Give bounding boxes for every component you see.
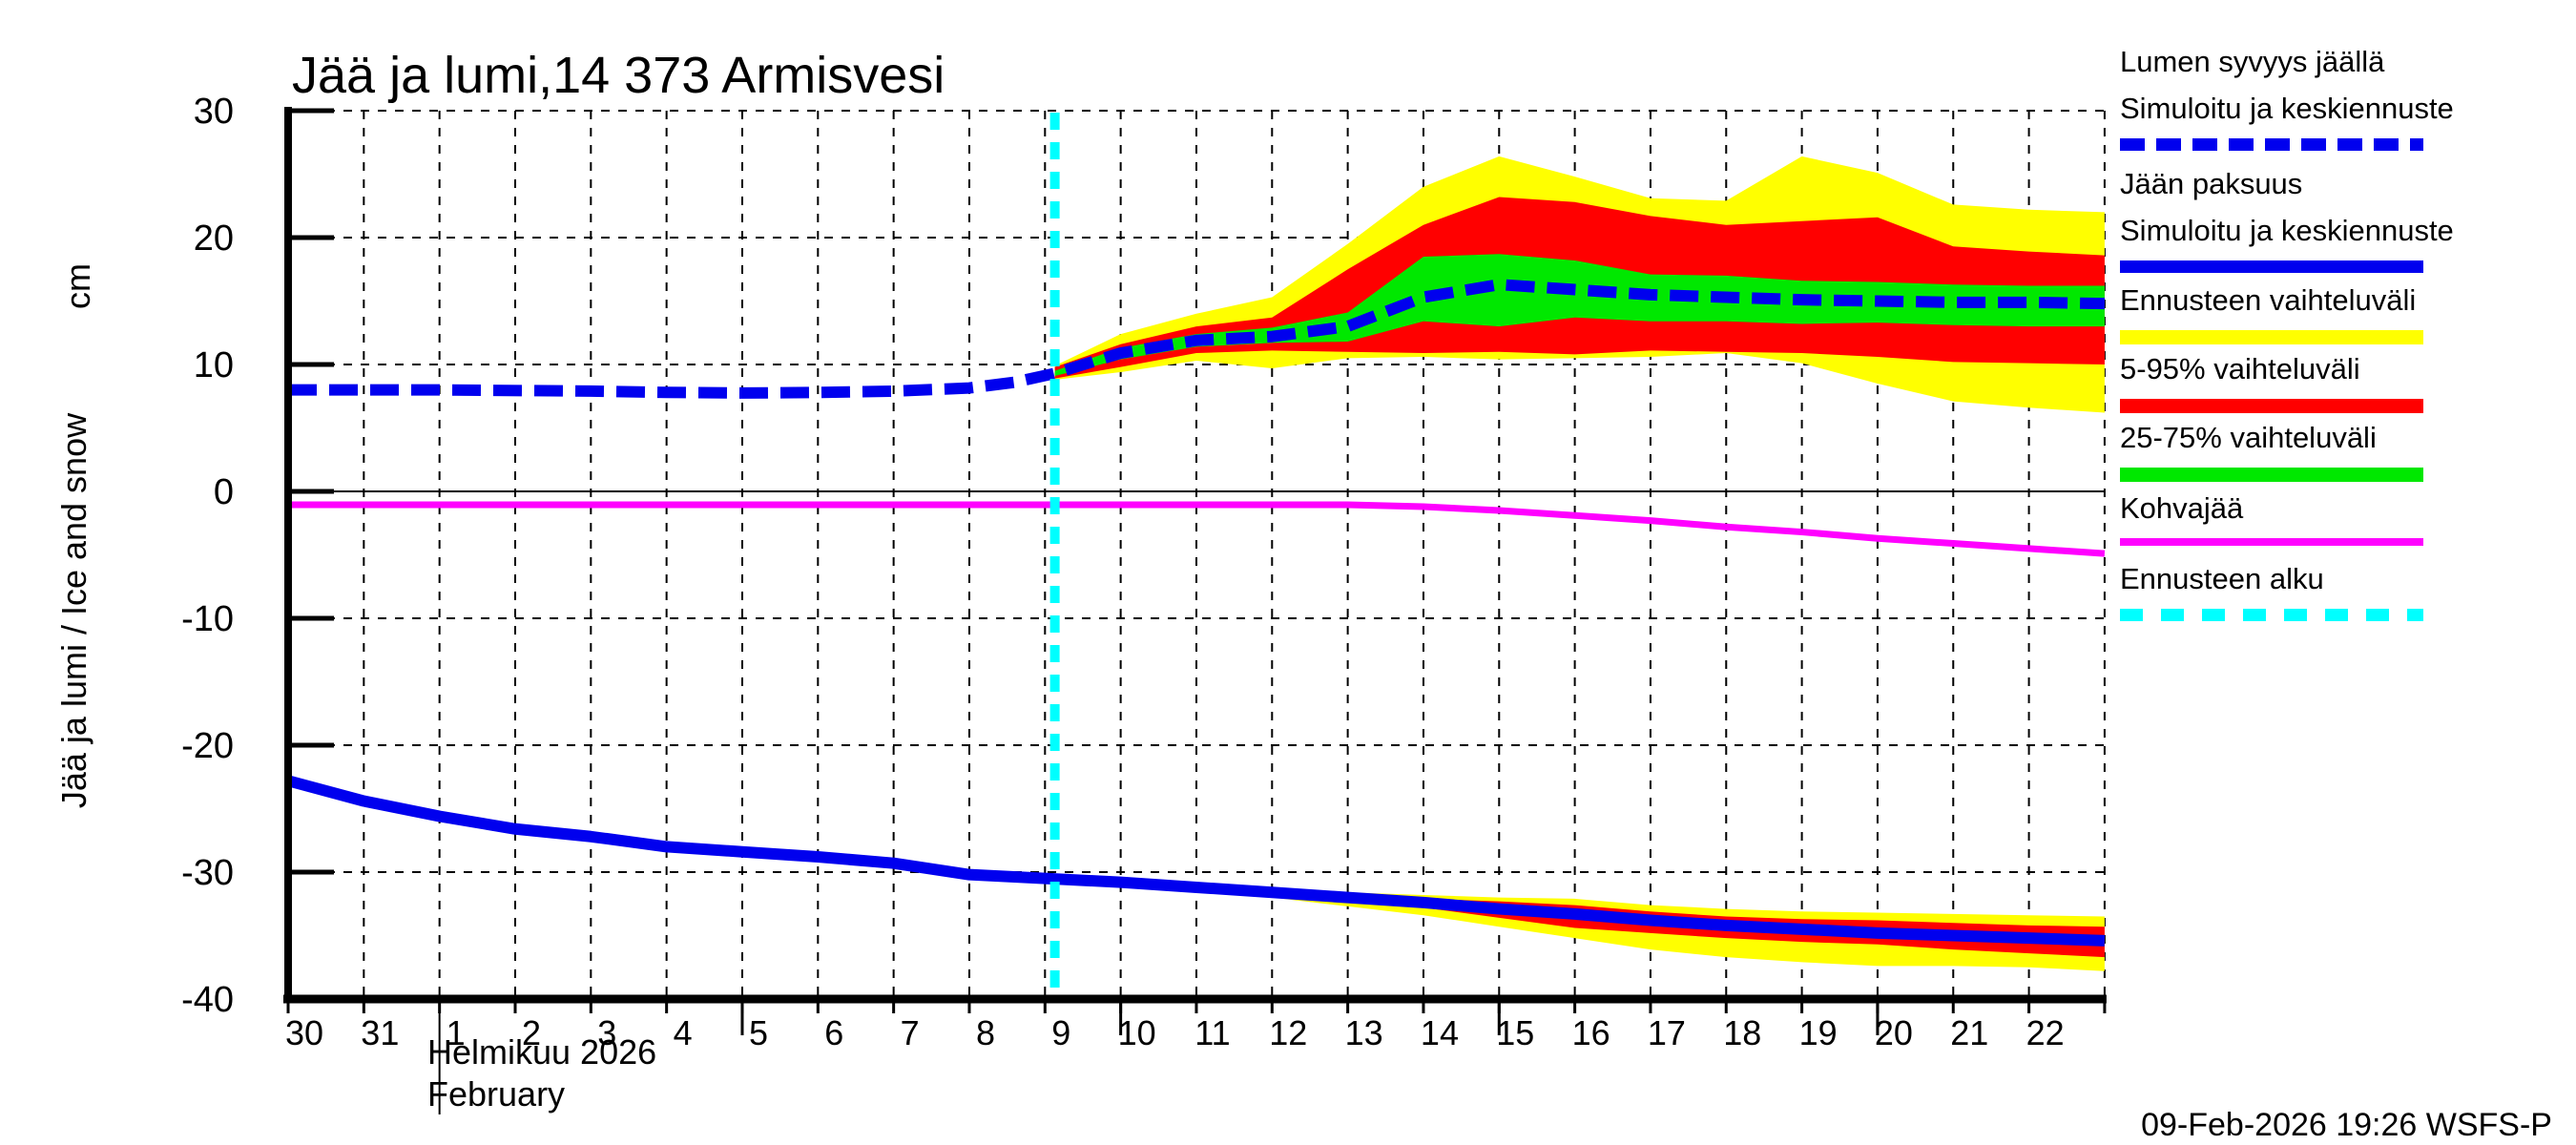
legend-label: 25-75% vaihteluväli <box>2120 421 2377 454</box>
legend-entry-forecast-start: Ennusteen alku <box>2120 555 2423 621</box>
x-tick-label-6: 6 <box>824 1013 843 1052</box>
x-tick-label-14: 14 <box>1421 1013 1459 1052</box>
legend-label: Simuloitu ja keskiennuste <box>2120 214 2454 247</box>
legend-sample-bar-yellow <box>2120 330 2423 344</box>
legend-label: Lumen syvyys jäällä <box>2120 45 2385 78</box>
y-axis-unit: cm <box>58 263 97 309</box>
x-tick-label-19: 19 <box>1799 1013 1838 1052</box>
y-tick-label--10: -10 <box>181 599 234 639</box>
y-tick-label-30: 30 <box>194 92 234 132</box>
x-tick-label-10: 10 <box>1118 1013 1156 1052</box>
x-tick-label-21: 21 <box>1950 1013 1988 1052</box>
x-tick-label-3: 3 <box>597 1013 616 1052</box>
x-axis-month-label-fi: Helmikuu 2026 <box>427 1032 657 1072</box>
legend-label: Ennusteen vaihteluväli <box>2120 283 2417 317</box>
legend-entry-snow-depth-simulated: Lumen syvyys jäällä Simuloitu ja keskienn… <box>2120 38 2454 151</box>
legend-label: Simuloitu ja keskiennuste <box>2120 92 2454 125</box>
y-tick-label--20: -20 <box>181 726 234 766</box>
x-tick-label-11: 11 <box>1195 1013 1230 1052</box>
x-tick-label-17: 17 <box>1648 1013 1686 1052</box>
legend-label: Ennusteen alku <box>2120 562 2324 595</box>
legend-entry-range-25-75: 25-75% vaihteluväli <box>2120 414 2423 482</box>
legend-sample-dashed-blue <box>2120 138 2423 151</box>
legend-sample-bar-red <box>2120 399 2423 413</box>
legend-sample-bar-green <box>2120 468 2423 482</box>
x-tick-label-2: 2 <box>522 1013 541 1052</box>
y-tick-label-0: 0 <box>214 472 234 512</box>
y-tick-label-10: 10 <box>194 345 234 385</box>
snow-band-25-75 <box>1054 254 2105 376</box>
legend-entry-frazil-ice: Kohvajää <box>2120 485 2423 546</box>
legend-sample-dashed-cyan <box>2120 609 2423 621</box>
x-tick-label-7: 7 <box>901 1013 920 1052</box>
x-tick-label-30: 30 <box>285 1013 323 1052</box>
page-title: Jää ja lumi,14 373 Armisvesi <box>292 47 945 104</box>
x-tick-label-9: 9 <box>1051 1013 1070 1052</box>
legend-label: 5-95% vaihteluväli <box>2120 352 2360 385</box>
legend-sample-solid-blue <box>2120 260 2423 273</box>
y-tick-label-20: 20 <box>194 219 234 259</box>
legend-sample-line-magenta <box>2120 538 2423 546</box>
snow-depth-line <box>288 279 2106 399</box>
x-tick-label-15: 15 <box>1496 1013 1534 1052</box>
ice-thickness-line <box>286 775 2106 947</box>
x-tick-label-16: 16 <box>1572 1013 1610 1052</box>
x-tick-label-1: 1 <box>447 1013 466 1052</box>
x-tick-label-20: 20 <box>1875 1013 1913 1052</box>
x-tick-label-5: 5 <box>749 1013 768 1052</box>
x-tick-label-4: 4 <box>674 1013 693 1052</box>
datestamp: 09-Feb-2026 19:26 WSFS-P <box>2141 1107 2552 1143</box>
x-axis-month-label-en: February <box>427 1074 566 1114</box>
x-tick-label-22: 22 <box>2026 1013 2065 1052</box>
y-tick-label--40: -40 <box>181 980 234 1020</box>
x-tick-label-8: 8 <box>976 1013 995 1052</box>
kohvajaa-line <box>288 501 2106 557</box>
legend-label: Kohvajää <box>2120 491 2244 525</box>
legend-label: Jään paksuus <box>2120 167 2303 200</box>
x-tick-label-31: 31 <box>361 1013 399 1052</box>
x-tick-label-12: 12 <box>1269 1013 1307 1052</box>
legend-entry-ice-thickness-simulated: Jään paksuus Simuloitu ja keskiennuste <box>2120 160 2454 273</box>
y-tick-label--30: -30 <box>181 853 234 893</box>
legend-entry-forecast-range: Ennusteen vaihteluväli <box>2120 277 2423 344</box>
legend-entry-range-5-95: 5-95% vaihteluväli <box>2120 345 2423 413</box>
x-tick-label-18: 18 <box>1723 1013 1761 1052</box>
y-axis-label: Jää ja lumi / Ice and snow <box>54 412 93 809</box>
x-tick-label-13: 13 <box>1345 1013 1383 1052</box>
